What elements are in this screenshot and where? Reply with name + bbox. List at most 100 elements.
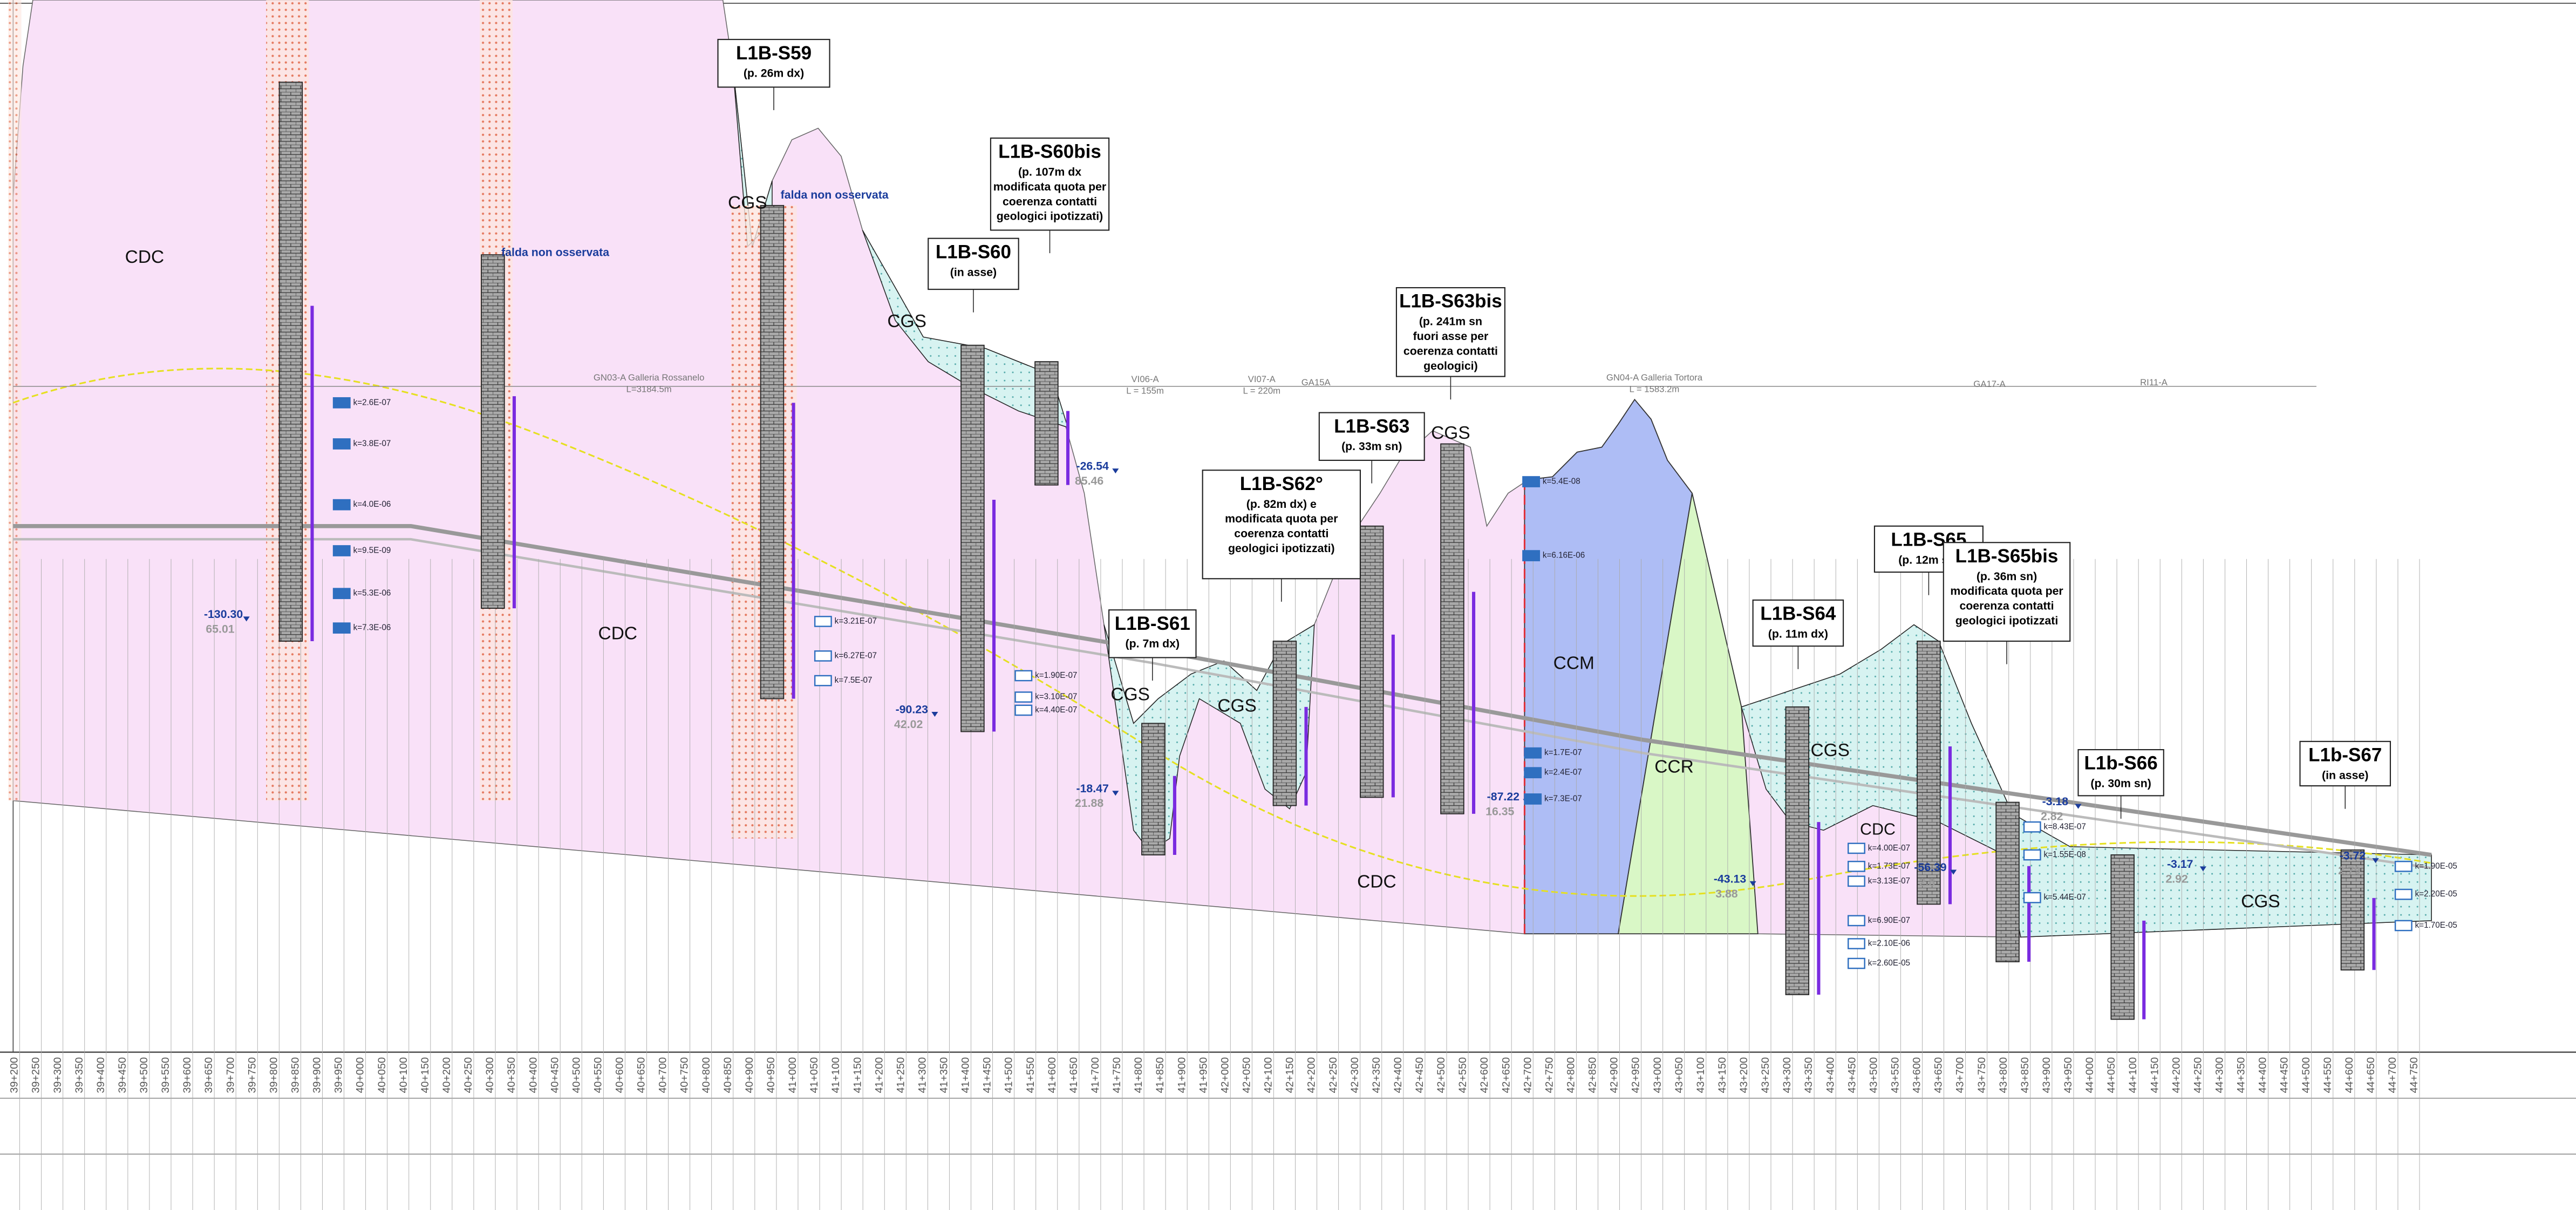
chainage-label: 43+450: [1846, 1057, 1858, 1093]
chainage-label: 44+700: [2387, 1057, 2398, 1093]
section-title: L1B-S60: [936, 241, 1011, 262]
structure-name: VI06-A: [1132, 374, 1160, 384]
chainage-label: 42+100: [1263, 1057, 1275, 1093]
chainage-label: 40+550: [592, 1057, 604, 1093]
k-value: k=2.10E-06: [1868, 939, 1910, 948]
section-note: modificata quota per: [1225, 512, 1338, 525]
chainage-label: 40+450: [549, 1057, 561, 1093]
k-value: k=6.16E-06: [1543, 551, 1585, 560]
chainage-label: 42+800: [1565, 1057, 1577, 1093]
k-value: k=3.21E-07: [835, 616, 877, 626]
structure-length: L = 155m: [1126, 385, 1164, 396]
water-elevation: 42.02: [894, 718, 923, 731]
borehole: [1142, 723, 1165, 855]
borehole: [1273, 641, 1297, 806]
k-value: k=1.90E-07: [1035, 671, 1077, 680]
k-value: k=3.10E-07: [1035, 692, 1077, 702]
k-marker: [1848, 876, 1864, 886]
section-note: (in asse): [950, 266, 997, 278]
section-note: geologici ipotizzati: [1955, 614, 2058, 627]
section-note: (p. 241m sn: [1419, 315, 1482, 328]
chainage-label: 43+200: [1738, 1057, 1750, 1093]
chainage-label: 43+000: [1652, 1057, 1664, 1093]
section-note: coerenza contatti: [1403, 345, 1498, 358]
section-note: (p. 33m sn): [1341, 440, 1402, 453]
chainage-label: 41+700: [1089, 1057, 1101, 1093]
chainage-label: 43+150: [1716, 1057, 1728, 1093]
chainage-label: 42+750: [1543, 1057, 1555, 1093]
section-note: (p. 26m dx): [744, 67, 804, 80]
chainage-label: 39+900: [311, 1057, 323, 1093]
water-elevation: 3.88: [1715, 887, 1738, 900]
formation-label: CDC: [598, 624, 638, 644]
k-marker: [333, 439, 350, 448]
chainage-label: 41+250: [895, 1057, 907, 1093]
section-title: L1B-S63bis: [1399, 291, 1502, 312]
chainage-label: 42+050: [1241, 1057, 1252, 1093]
chainage-label: 44+300: [2214, 1057, 2226, 1093]
section-note: coerenza contatti: [1959, 600, 2054, 613]
borehole: [961, 345, 984, 732]
k-value: k=6.90E-07: [1868, 916, 1910, 925]
k-marker: [2024, 850, 2040, 860]
k-marker: [333, 546, 350, 555]
formation-label: CGS: [2241, 892, 2280, 912]
chainage-label: 39+750: [246, 1057, 258, 1093]
chainage-label: 41+150: [851, 1057, 863, 1093]
water-elevation: 2.92: [2165, 872, 2187, 885]
water-depth: -18.47: [1076, 782, 1108, 795]
k-marker: [1848, 959, 1864, 968]
chainage-label: 42+500: [1435, 1057, 1447, 1093]
chainage-label: 40+250: [462, 1057, 474, 1093]
structure-length: L = 1583.2m: [1630, 384, 1680, 394]
section-note: (p. 82m dx) e: [1246, 498, 1317, 511]
formation-label: CGS: [1810, 740, 1850, 760]
section-note: fuori asse per: [1413, 330, 1489, 343]
chainage-label: 40+850: [722, 1057, 734, 1093]
hatched-column: [8, 0, 21, 800]
water-depth: -56.39: [1914, 861, 1947, 874]
chainage-label: 40+500: [570, 1057, 582, 1093]
chainage-label: 41+450: [982, 1057, 993, 1093]
chainage-label: 42+450: [1414, 1057, 1426, 1093]
chainage-label: 44+150: [2149, 1057, 2161, 1093]
chainage-label: 43+300: [1781, 1057, 1793, 1093]
k-marker: [333, 623, 350, 633]
borehole: [2111, 855, 2134, 1019]
chainage-label: 44+350: [2236, 1057, 2247, 1093]
k-marker: [2024, 822, 2040, 832]
chainage-label: 44+650: [2365, 1057, 2377, 1093]
k-marker: [1524, 794, 1541, 804]
section-note: (p. 30m sn): [2090, 777, 2151, 790]
structure-name: GA17-A: [1973, 379, 2006, 389]
water-depth: -26.54: [1076, 460, 1109, 473]
structure-name: GN04-A Galleria Tortora: [1606, 372, 1703, 383]
chainage-label: 44+400: [2257, 1057, 2269, 1093]
chainage-label: 41+200: [873, 1057, 885, 1093]
water-elevation: 2.79: [2338, 864, 2361, 877]
formation-label: CGS: [1431, 423, 1470, 443]
k-marker: [333, 589, 350, 599]
chainage-label: 41+650: [1068, 1057, 1080, 1093]
chainage-label: 40+650: [636, 1057, 648, 1093]
chainage-label: 44+550: [2322, 1057, 2334, 1093]
chainage-label: 41+500: [1003, 1057, 1015, 1093]
k-value: k=2.6E-07: [353, 398, 391, 407]
k-marker: [333, 398, 350, 407]
chainage-label: 40+300: [484, 1057, 496, 1093]
k-marker: [2024, 893, 2040, 902]
k-value: k=7.5E-07: [835, 676, 873, 685]
structure-name: VI07-A: [1248, 374, 1276, 384]
chainage-label: 39+450: [117, 1057, 128, 1093]
chainage-label: 42+850: [1587, 1057, 1599, 1093]
water-depth: -87.22: [1487, 790, 1519, 803]
formation-label: CCR: [1654, 757, 1694, 777]
section-note: geologici): [1423, 359, 1478, 372]
chainage-label: 40+350: [506, 1057, 517, 1093]
chainage-label: 42+900: [1609, 1057, 1620, 1093]
k-value: k=5.3E-06: [353, 589, 391, 598]
k-marker: [2395, 921, 2411, 930]
chainage-label: 41+350: [938, 1057, 950, 1093]
section-note: (p. 7m dx): [1126, 637, 1180, 650]
chainage-label: 41+100: [830, 1057, 842, 1093]
